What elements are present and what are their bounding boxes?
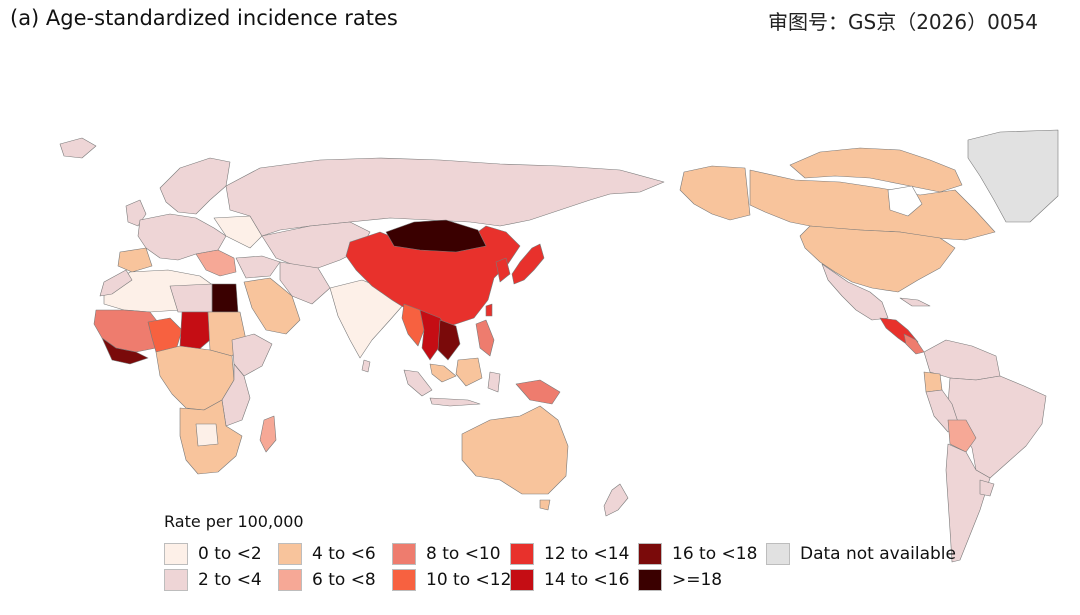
legend-item-2-4: 2 to <4 bbox=[164, 568, 262, 592]
region-scandinavia bbox=[159, 157, 231, 215]
region-bolivia bbox=[947, 419, 977, 453]
legend-label-na: Data not available bbox=[800, 544, 956, 564]
region-turkey bbox=[235, 255, 281, 279]
region-caribbean bbox=[899, 297, 931, 307]
legend-item-12-14: 12 to <14 bbox=[510, 542, 629, 566]
region-iran bbox=[279, 261, 331, 305]
legend-swatch-4-6 bbox=[278, 543, 302, 565]
region-italy-balkans bbox=[195, 249, 237, 277]
legend-swatch-10-12 bbox=[392, 569, 416, 591]
legend-swatch-18-plus bbox=[638, 569, 662, 591]
map-approval-number: 审图号：GS京（2026）0054 bbox=[768, 10, 1038, 34]
region-java bbox=[429, 397, 481, 407]
region-madagascar bbox=[259, 415, 277, 453]
region-new-guinea bbox=[515, 379, 561, 405]
region-philippines bbox=[475, 319, 495, 357]
region-tasmania bbox=[539, 499, 551, 511]
legend-swatch-8-10 bbox=[392, 543, 416, 565]
legend-item-0-2: 0 to <2 bbox=[164, 542, 262, 566]
legend-title: Rate per 100,000 bbox=[164, 512, 304, 531]
legend-swatch-2-4 bbox=[164, 569, 188, 591]
region-chad bbox=[179, 311, 211, 353]
legend-swatch-12-14 bbox=[510, 543, 534, 565]
region-chile-argentina bbox=[945, 443, 991, 563]
region-canada bbox=[749, 169, 996, 241]
legend-label-2-4: 2 to <4 bbox=[198, 570, 262, 590]
region-korea bbox=[495, 257, 511, 283]
legend-item-na: Data not available bbox=[766, 542, 956, 566]
region-guinea-coast bbox=[101, 337, 149, 365]
region-sri-lanka bbox=[361, 359, 371, 373]
region-vietnam-cambodia bbox=[437, 319, 461, 361]
legend-swatch-na bbox=[766, 543, 790, 565]
region-egypt bbox=[211, 283, 239, 313]
region-arabia bbox=[243, 277, 301, 335]
legend-item-14-16: 14 to <16 bbox=[510, 568, 629, 592]
legend-swatch-14-16 bbox=[510, 569, 534, 591]
region-central-america-b bbox=[903, 333, 925, 355]
region-new-zealand bbox=[603, 483, 629, 517]
legend-label-16-18: 16 to <18 bbox=[672, 544, 758, 564]
region-sumatra bbox=[403, 369, 433, 397]
region-australia bbox=[461, 405, 569, 495]
region-russia bbox=[225, 157, 665, 237]
legend-label-12-14: 12 to <14 bbox=[544, 544, 630, 564]
legend-label-8-10: 8 to <10 bbox=[426, 544, 501, 564]
region-alaska bbox=[679, 165, 751, 221]
region-hudson-bay bbox=[887, 185, 923, 217]
region-borneo bbox=[455, 357, 483, 387]
region-angola-zambia bbox=[195, 423, 219, 447]
legend-item-4-6: 4 to <6 bbox=[278, 542, 376, 566]
legend-label-14-16: 14 to <16 bbox=[544, 570, 630, 590]
region-eastern-europe bbox=[213, 215, 263, 249]
region-iberia bbox=[117, 247, 153, 273]
legend-swatch-0-2 bbox=[164, 543, 188, 565]
legend-label-4-6: 4 to <6 bbox=[312, 544, 376, 564]
region-malaysia bbox=[429, 363, 457, 383]
region-morocco bbox=[99, 269, 133, 297]
legend-item-8-10: 8 to <10 bbox=[392, 542, 501, 566]
region-usa bbox=[799, 225, 956, 293]
region-east-africa bbox=[221, 363, 251, 427]
legend-label-10-12: 10 to <12 bbox=[426, 570, 512, 590]
region-greenland bbox=[967, 129, 1059, 223]
region-mexico bbox=[821, 263, 889, 321]
legend-swatch-16-18 bbox=[638, 543, 662, 565]
legend-swatch-6-8 bbox=[278, 569, 302, 591]
region-uruguay bbox=[979, 479, 995, 497]
region-taiwan bbox=[485, 303, 493, 317]
legend-label-18-plus: >=18 bbox=[672, 570, 723, 590]
region-canada-arctic bbox=[789, 147, 963, 193]
panel-title: (a) Age-standardized incidence rates bbox=[10, 6, 398, 30]
region-iceland bbox=[59, 137, 97, 159]
region-ecuador bbox=[923, 371, 943, 393]
region-sulawesi bbox=[487, 371, 501, 393]
region-japan bbox=[511, 243, 545, 285]
region-west-africa bbox=[93, 309, 165, 353]
legend-label-0-2: 0 to <2 bbox=[198, 544, 262, 564]
legend: Rate per 100,000 0 to <2 2 to <4 4 to <6… bbox=[164, 512, 984, 612]
legend-item-6-8: 6 to <8 bbox=[278, 568, 376, 592]
legend-item-16-18: 16 to <18 bbox=[638, 542, 757, 566]
region-mongolia bbox=[385, 219, 487, 253]
legend-item-10-12: 10 to <12 bbox=[392, 568, 511, 592]
legend-label-6-8: 6 to <8 bbox=[312, 570, 376, 590]
legend-item-18-plus: >=18 bbox=[638, 568, 722, 592]
